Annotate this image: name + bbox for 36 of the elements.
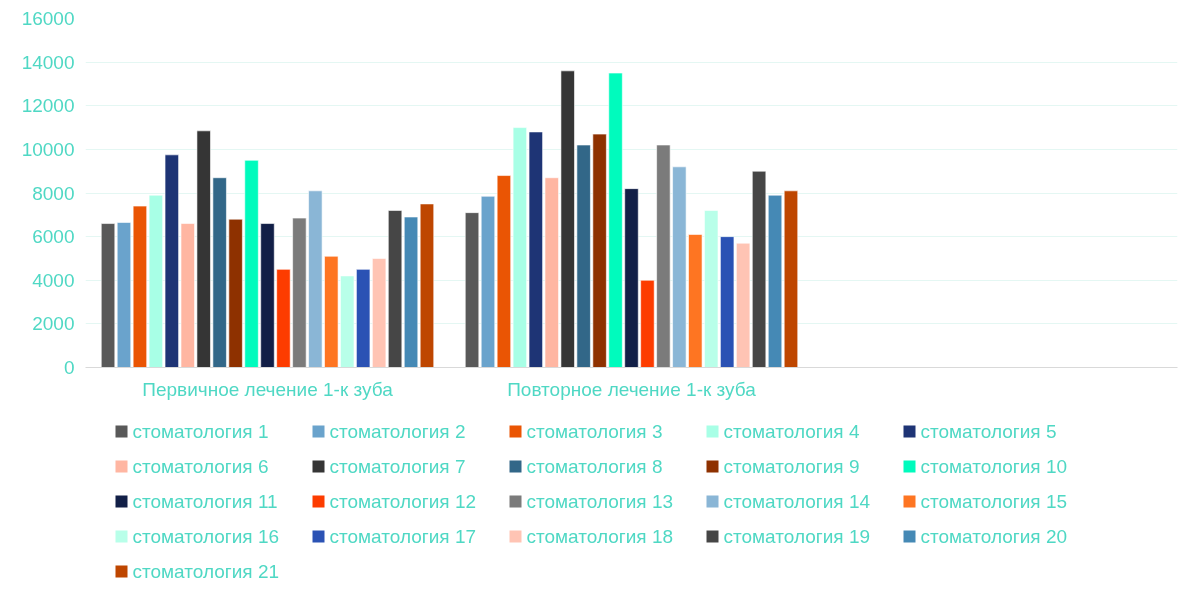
y-tick-label: 10000 [21, 138, 75, 160]
y-tick-label: 6000 [32, 226, 75, 248]
legend-label: стоматология 11 [132, 491, 278, 512]
legend-label: стоматология 14 [723, 491, 871, 512]
legend-label: стоматология 7 [329, 456, 466, 477]
legend-label: стоматология 15 [920, 491, 1068, 512]
legend-label: стоматология 12 [329, 491, 477, 512]
legend-label: стоматология 16 [132, 526, 280, 547]
legend-label: стоматология 10 [920, 456, 1068, 477]
y-tick-label: 14000 [21, 51, 75, 73]
x-tick-label: Повторное лечение 1-к зуба [507, 378, 757, 400]
legend-label: стоматология 2 [329, 421, 466, 442]
legend-label: стоматология 8 [526, 456, 663, 477]
legend-label: стоматология 5 [920, 421, 1057, 442]
y-tick-label: 12000 [21, 95, 75, 117]
y-tick-label: 0 [63, 357, 75, 378]
legend-label: стоматология 9 [723, 456, 860, 477]
bar [783, 190, 799, 368]
bar [464, 212, 480, 368]
y-tick-label: 4000 [32, 269, 75, 291]
legend-label: стоматология 1 [132, 421, 269, 442]
legend-label: стоматология 18 [526, 526, 674, 547]
bar [100, 223, 116, 368]
legend-label: стоматология 17 [329, 526, 477, 547]
legend-label: стоматология 4 [723, 421, 860, 442]
x-tick-label: Первичное лечение 1-к зуба [142, 378, 394, 400]
bar [419, 203, 435, 368]
legend-label: стоматология 19 [723, 526, 871, 547]
legend-label: стоматология 13 [526, 491, 674, 512]
legend-label: стоматология 21 [132, 561, 280, 582]
legend-label: стоматология 3 [526, 421, 663, 442]
y-tick-label: 16000 [21, 8, 75, 29]
y-tick-label: 8000 [32, 182, 75, 204]
y-tick-label: 2000 [32, 313, 75, 335]
legend-label: стоматология 6 [132, 456, 269, 477]
legend-label: стоматология 20 [920, 526, 1068, 547]
